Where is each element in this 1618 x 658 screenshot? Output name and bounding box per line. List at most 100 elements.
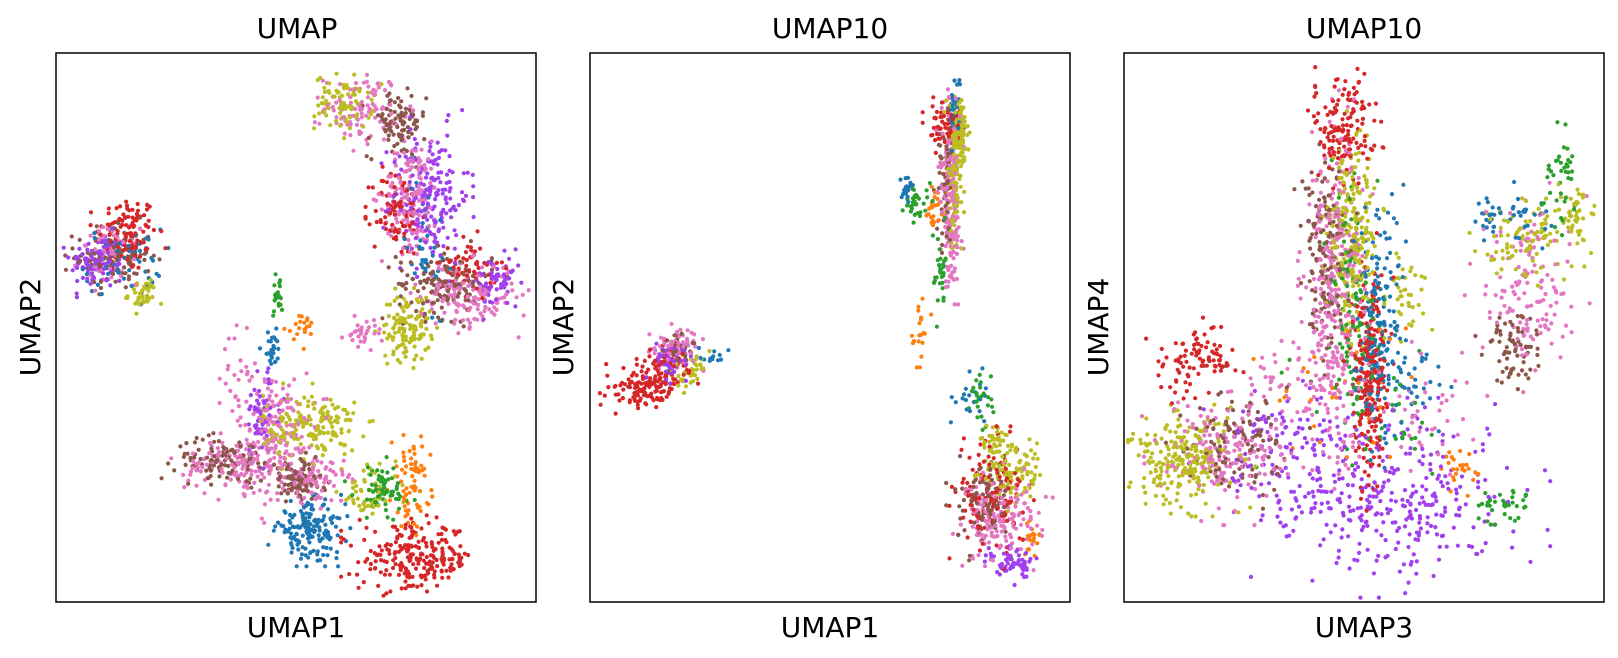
scatter-point xyxy=(126,277,131,282)
scatter-point xyxy=(403,566,408,571)
scatter-point xyxy=(412,357,417,362)
scatter-point xyxy=(392,551,397,556)
scatter-point xyxy=(350,448,355,453)
scatter-point xyxy=(321,502,326,507)
scatter-point xyxy=(304,371,309,376)
scatter-point xyxy=(439,537,444,543)
scatter-point xyxy=(461,281,466,286)
scatter-point xyxy=(475,273,480,278)
scatter-point xyxy=(496,272,501,277)
scatter-point xyxy=(365,90,371,95)
scatter-point xyxy=(249,374,255,379)
scatter-point xyxy=(445,133,450,138)
scatter-point xyxy=(967,553,972,558)
scatter-point xyxy=(396,175,401,180)
scatter-point xyxy=(115,244,120,249)
scatter-point xyxy=(248,404,253,409)
scatter-point xyxy=(309,490,315,495)
scatter-point xyxy=(315,458,320,463)
scatter-point xyxy=(420,444,425,449)
scatter-point xyxy=(403,106,408,111)
scatter-point xyxy=(383,498,388,503)
scatter-point xyxy=(946,139,951,144)
scatter-point xyxy=(92,235,97,241)
scatter-point xyxy=(365,497,370,502)
scatter-point xyxy=(140,294,145,299)
scatter-point xyxy=(487,299,493,304)
scatter-point xyxy=(671,376,676,381)
scatter-point xyxy=(950,531,956,537)
scatter-point xyxy=(972,520,977,525)
scatter-point xyxy=(219,466,224,472)
scatter-point xyxy=(102,266,107,271)
scatter-point xyxy=(98,263,103,268)
scatter-point xyxy=(402,497,407,503)
scatter-point xyxy=(236,377,241,382)
scatter-point xyxy=(380,105,385,110)
scatter-point xyxy=(681,372,686,377)
scatter-point xyxy=(237,453,242,458)
scatter-point xyxy=(698,355,703,361)
scatter-point xyxy=(289,541,294,546)
scatter-point xyxy=(388,108,393,113)
scatter-point xyxy=(359,115,364,120)
scatter-point xyxy=(313,433,318,438)
scatter-point xyxy=(1008,555,1013,560)
scatter-point xyxy=(77,237,82,242)
scatter-point xyxy=(298,402,303,407)
scatter-point xyxy=(936,186,942,191)
scatter-point xyxy=(1020,476,1025,481)
scatter-point xyxy=(321,552,326,558)
scatter-point xyxy=(145,269,151,274)
scatter-point xyxy=(342,442,347,448)
scatter-point xyxy=(310,471,315,476)
scatter-point xyxy=(920,296,925,301)
scatter-point xyxy=(104,244,109,249)
scatter-point xyxy=(92,251,97,256)
scatter-point xyxy=(397,103,402,108)
scatter-point xyxy=(372,323,377,328)
scatter-point xyxy=(995,429,1000,434)
scatter-point xyxy=(959,105,964,110)
scatter-point xyxy=(265,330,270,335)
scatter-point xyxy=(1008,448,1013,453)
scatter-point xyxy=(401,546,406,551)
scatter-point xyxy=(452,246,457,251)
scatter-point xyxy=(322,404,327,409)
scatter-point xyxy=(980,435,985,441)
scatter-point xyxy=(396,491,401,496)
scatter-point xyxy=(272,283,277,288)
scatter-point xyxy=(439,210,444,215)
scatter-point xyxy=(328,397,333,402)
scatter-point xyxy=(382,323,387,328)
scatter-point xyxy=(989,508,994,513)
scatter-point xyxy=(182,485,187,490)
scatter-point xyxy=(943,256,948,261)
scatter-point xyxy=(422,278,427,283)
scatter-point xyxy=(293,469,298,474)
scatter-point xyxy=(949,395,954,400)
scatter-point xyxy=(385,515,390,520)
scatter-point xyxy=(682,390,687,395)
scatter-point xyxy=(196,447,201,452)
scatter-point xyxy=(205,455,210,460)
scatter-point xyxy=(289,474,294,479)
scatter-point xyxy=(234,473,239,479)
scatter-point xyxy=(513,304,518,309)
scatter-point xyxy=(74,291,79,296)
scatter-point xyxy=(412,136,417,142)
scatter-point xyxy=(262,502,267,507)
scatter-point xyxy=(289,461,294,466)
scatter-point xyxy=(284,399,289,404)
scatter-point xyxy=(201,457,206,462)
scatter-point xyxy=(463,267,468,272)
scatter-point xyxy=(392,315,397,320)
scatter-point xyxy=(426,157,431,162)
scatter-point xyxy=(226,336,231,341)
scatter-point xyxy=(342,452,347,457)
scatter-point xyxy=(1007,429,1013,434)
scatter-point xyxy=(133,244,138,250)
scatter-point xyxy=(331,469,336,474)
scatter-point xyxy=(427,148,432,154)
scatter-point xyxy=(483,284,488,289)
